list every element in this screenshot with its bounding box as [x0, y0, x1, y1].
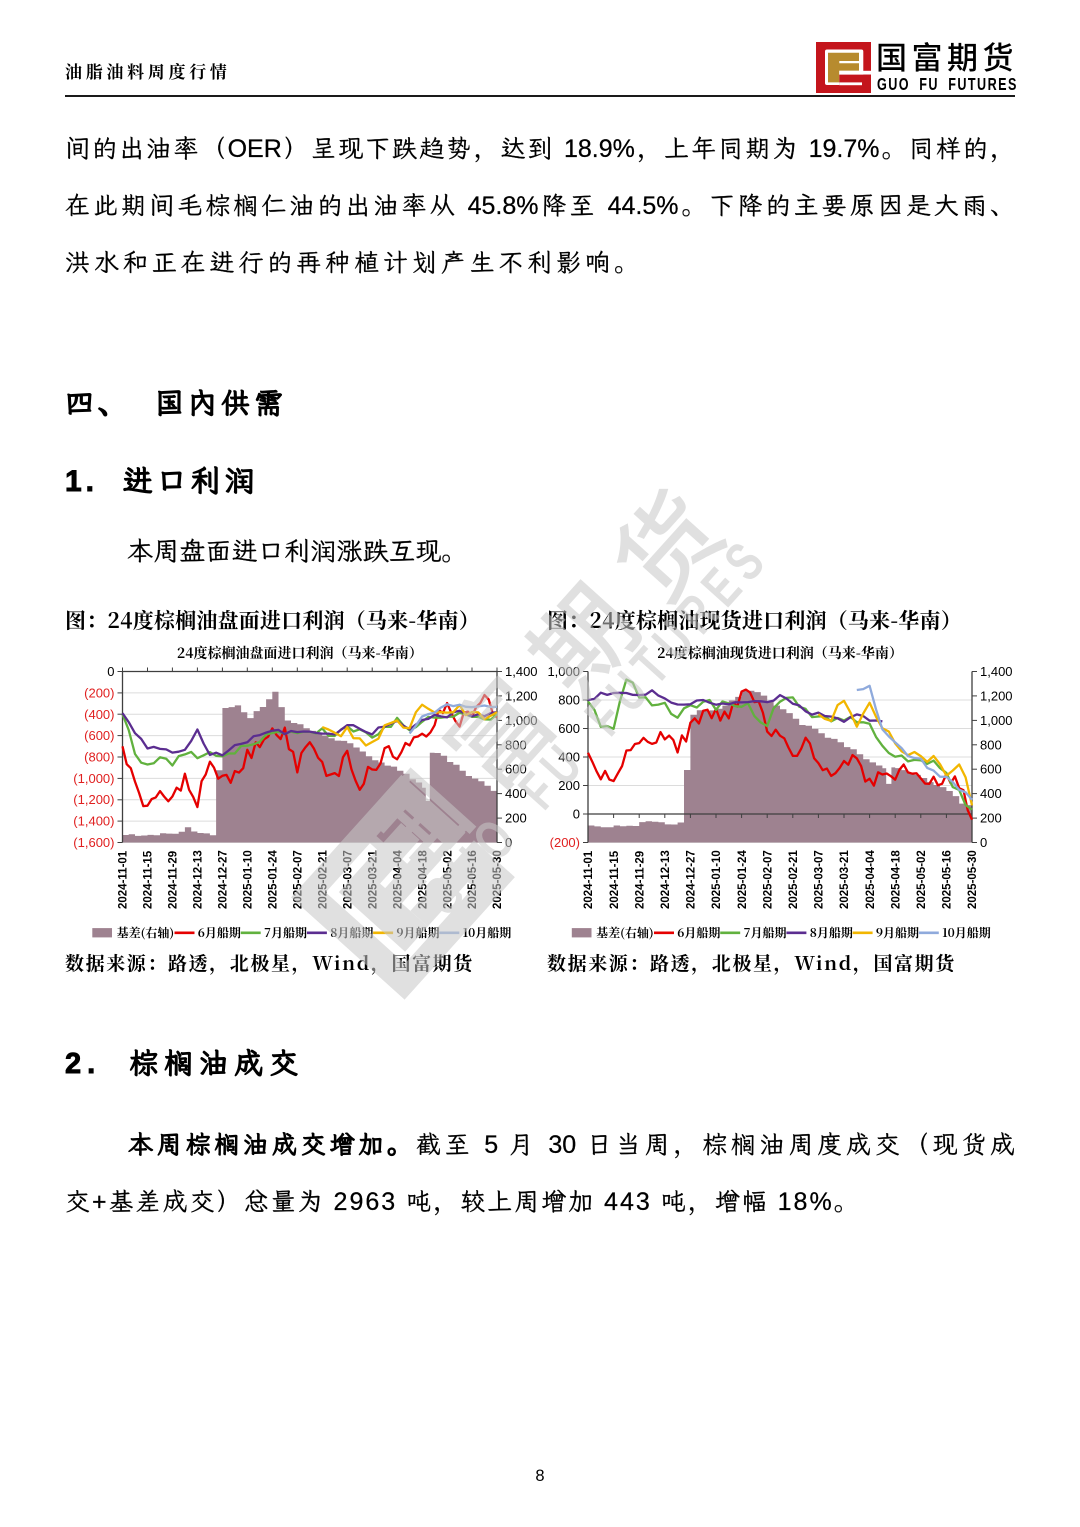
svg-text:1,200: 1,200	[980, 688, 1013, 703]
svg-text:2025-03-07: 2025-03-07	[814, 850, 826, 909]
svg-text:1,400: 1,400	[505, 664, 538, 679]
svg-text:(200): (200)	[84, 685, 114, 700]
svg-text:2025-04-18: 2025-04-18	[890, 850, 902, 909]
svg-text:0: 0	[107, 664, 114, 679]
svg-text:2024-12-27: 2024-12-27	[686, 850, 698, 909]
svg-text:2024-11-29: 2024-11-29	[634, 851, 646, 909]
svg-text:2024-12-27: 2024-12-27	[218, 850, 230, 909]
svg-text:2024-11-15: 2024-11-15	[143, 850, 155, 909]
svg-text:9月船期: 9月船期	[876, 924, 919, 941]
svg-text:2025-05-30: 2025-05-30	[967, 850, 979, 909]
svg-text:0: 0	[505, 835, 512, 850]
svg-text:200: 200	[505, 811, 527, 826]
svg-text:24度棕榈油现货进口利润（马来-华南）: 24度棕榈油现货进口利润（马来-华南）	[657, 643, 903, 663]
svg-text:2025-01-24: 2025-01-24	[737, 850, 749, 909]
svg-text:600: 600	[558, 721, 580, 736]
svg-text:(1,600): (1,600)	[73, 835, 114, 850]
svg-text:1,400: 1,400	[980, 664, 1013, 679]
svg-text:1,000: 1,000	[980, 713, 1013, 728]
svg-text:(1,000): (1,000)	[73, 771, 114, 786]
svg-text:2024-12-13: 2024-12-13	[660, 850, 672, 909]
svg-text:200: 200	[558, 778, 580, 793]
svg-text:2025-01-24: 2025-01-24	[268, 850, 280, 909]
svg-text:0: 0	[573, 807, 580, 822]
svg-text:800: 800	[980, 737, 1002, 752]
svg-text:1,000: 1,000	[547, 664, 580, 679]
svg-text:(1,400): (1,400)	[73, 814, 114, 829]
svg-text:(800): (800)	[84, 750, 114, 765]
svg-text:6月船期: 6月船期	[677, 924, 720, 941]
svg-text:400: 400	[505, 786, 527, 801]
svg-text:400: 400	[980, 786, 1002, 801]
svg-text:600: 600	[505, 762, 527, 777]
svg-text:(400): (400)	[84, 707, 114, 722]
svg-text:2024-11-15: 2024-11-15	[609, 850, 621, 909]
svg-text:基差(右轴): 基差(右轴)	[596, 924, 654, 941]
svg-text:2025-03-21: 2025-03-21	[839, 850, 851, 909]
svg-text:1,000: 1,000	[505, 713, 538, 728]
svg-text:10月船期: 10月船期	[463, 924, 512, 941]
svg-text:(600): (600)	[84, 728, 114, 743]
svg-text:2025-02-21: 2025-02-21	[788, 850, 800, 909]
svg-text:基差(右轴): 基差(右轴)	[117, 924, 175, 941]
svg-text:2024-11-01: 2024-11-01	[583, 850, 595, 909]
svg-text:600: 600	[980, 762, 1002, 777]
svg-text:8月船期: 8月船期	[810, 924, 853, 941]
svg-text:2025-04-04: 2025-04-04	[865, 850, 877, 909]
svg-text:2024-11-29: 2024-11-29	[168, 851, 180, 909]
svg-text:2025-01-10: 2025-01-10	[711, 850, 723, 909]
svg-text:2025-02-07: 2025-02-07	[762, 850, 774, 909]
svg-text:(200): (200)	[550, 835, 580, 850]
svg-text:800: 800	[558, 693, 580, 708]
svg-text:1,200: 1,200	[505, 688, 538, 703]
svg-text:2025-05-02: 2025-05-02	[916, 850, 928, 909]
svg-text:10月船期: 10月船期	[942, 924, 991, 941]
svg-text:200: 200	[980, 811, 1002, 826]
svg-text:6月船期: 6月船期	[198, 924, 241, 941]
svg-text:7月船期: 7月船期	[264, 924, 307, 941]
svg-text:400: 400	[558, 750, 580, 765]
svg-text:800: 800	[505, 737, 527, 752]
svg-text:2024-11-01: 2024-11-01	[118, 850, 130, 909]
svg-text:24度棕榈油盘面进口利润（马来-华南）: 24度棕榈油盘面进口利润（马来-华南）	[177, 643, 423, 663]
svg-text:0: 0	[980, 835, 987, 850]
svg-text:2025-05-16: 2025-05-16	[942, 850, 954, 909]
svg-text:(1,200): (1,200)	[73, 792, 114, 807]
svg-text:7月船期: 7月船期	[744, 924, 787, 941]
svg-text:2025-01-10: 2025-01-10	[243, 850, 255, 909]
svg-text:2024-12-13: 2024-12-13	[193, 850, 205, 909]
